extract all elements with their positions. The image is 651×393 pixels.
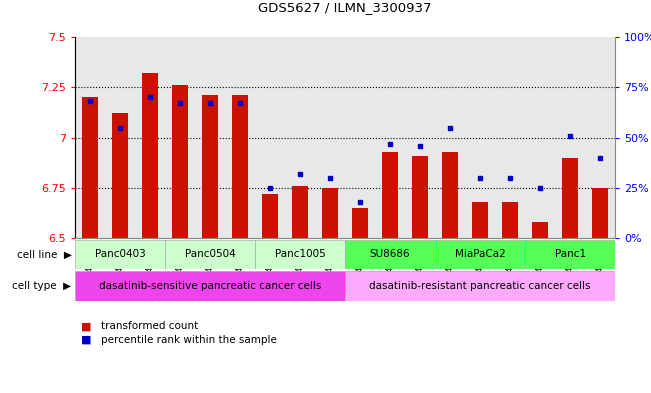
Text: transformed count: transformed count (101, 321, 198, 331)
Bar (202, 95, 218, 238)
Bar (255, 240, 345, 269)
Bar (352, 208, 368, 238)
Text: Panc0403: Panc0403 (94, 250, 145, 259)
Bar (81, 97, 98, 238)
Bar (435, 240, 525, 269)
Bar (532, 222, 548, 238)
Bar (142, 73, 158, 238)
Bar (292, 185, 309, 238)
Bar (381, 152, 398, 238)
Bar (75, 240, 165, 269)
Bar (165, 240, 255, 269)
Bar (592, 187, 609, 238)
Bar (172, 85, 188, 238)
Text: MiaPaCa2: MiaPaCa2 (455, 250, 505, 259)
Text: Panc1005: Panc1005 (275, 250, 326, 259)
Text: cell type  ▶: cell type ▶ (12, 281, 72, 291)
Text: GDS5627 / ILMN_3300937: GDS5627 / ILMN_3300937 (258, 1, 432, 14)
Text: percentile rank within the sample: percentile rank within the sample (101, 335, 277, 345)
Bar (262, 194, 278, 238)
Text: ■: ■ (81, 335, 92, 345)
Text: SU8686: SU8686 (370, 250, 410, 259)
Bar (525, 240, 615, 269)
Text: ■: ■ (81, 321, 92, 331)
Bar (562, 158, 579, 238)
Text: dasatinib-sensitive pancreatic cancer cells: dasatinib-sensitive pancreatic cancer ce… (99, 281, 321, 291)
Bar (502, 202, 518, 238)
Bar (232, 95, 248, 238)
Bar (412, 156, 428, 238)
Bar (111, 114, 128, 238)
Bar (322, 187, 339, 238)
Bar (75, 271, 345, 301)
Text: cell line  ▶: cell line ▶ (17, 250, 72, 259)
Text: dasatinib-resistant pancreatic cancer cells: dasatinib-resistant pancreatic cancer ce… (369, 281, 591, 291)
Bar (442, 152, 458, 238)
Text: Panc1: Panc1 (555, 250, 586, 259)
Text: Panc0504: Panc0504 (185, 250, 235, 259)
Bar (345, 271, 615, 301)
Bar (345, 240, 435, 269)
Bar (472, 202, 488, 238)
